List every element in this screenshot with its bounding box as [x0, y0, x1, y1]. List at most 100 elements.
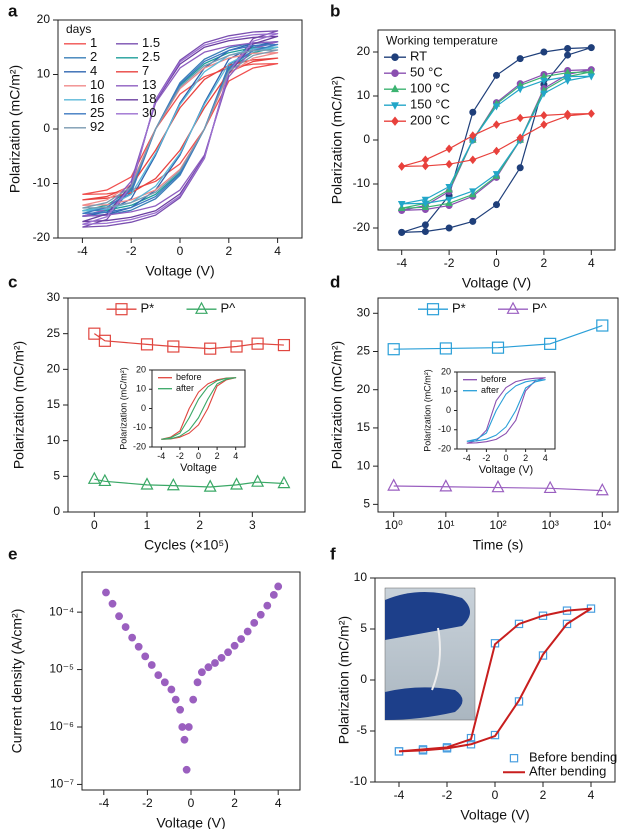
legend-title: Working temperature: [386, 33, 498, 47]
x-axis-label: Voltage (V): [145, 263, 214, 279]
series-line: [82, 41, 279, 217]
data-point: [516, 133, 524, 143]
legend-label: 25: [90, 105, 104, 120]
data-point: [224, 648, 232, 657]
x-tick-label: 4: [274, 244, 281, 258]
data-point: [269, 590, 278, 599]
data-point: [398, 162, 406, 171]
data-point: [516, 164, 524, 172]
data-point: [587, 44, 595, 52]
data-point: [421, 228, 429, 236]
data-point: [387, 478, 401, 491]
legend-marker: [391, 69, 399, 77]
y-tick-label: 0: [53, 504, 60, 518]
y-tick-label: 30: [357, 305, 371, 319]
legend-label: P^: [221, 301, 237, 316]
y-tick-label: -20: [438, 443, 451, 453]
data-point: [469, 188, 477, 196]
data-point: [563, 73, 572, 81]
data-point: [277, 475, 291, 489]
series-line: [393, 485, 603, 492]
data-point: [147, 661, 156, 669]
data-point: [160, 678, 169, 687]
data-point: [439, 479, 453, 492]
x-tick-label: 2: [523, 453, 528, 463]
data-point: [274, 582, 283, 591]
data-point: [540, 48, 548, 56]
panel-label: a: [8, 1, 18, 20]
y-tick-label: 10: [354, 570, 368, 584]
data-point: [466, 733, 476, 743]
legend-label: 100 °C: [410, 81, 450, 96]
legend-label: 16: [90, 91, 104, 106]
y-axis-label: Current density (A/cm²): [9, 609, 25, 754]
y-tick-label: 0: [446, 405, 451, 415]
data-point: [538, 651, 548, 660]
panel-label: e: [8, 544, 17, 563]
y-tick-label: 20: [37, 12, 51, 26]
x-tick-label: -2: [142, 796, 153, 810]
data-point: [115, 612, 123, 621]
data-point: [204, 663, 213, 672]
y-tick-label: -10: [33, 176, 51, 190]
y-tick-label: 20: [441, 366, 451, 376]
y-tick-label: 10: [136, 384, 146, 394]
y-tick-label: 10: [441, 386, 451, 396]
y-tick-label: 10⁻⁶: [49, 719, 74, 733]
x-tick-label: -2: [176, 451, 184, 461]
series-line: [82, 57, 279, 201]
data-point: [564, 51, 572, 59]
y-tick-label: -10: [133, 422, 146, 432]
y-tick-label: -10: [353, 176, 371, 190]
data-point: [193, 678, 202, 687]
data-point: [204, 342, 217, 355]
y-tick-label: 20: [357, 382, 371, 396]
data-point: [176, 705, 184, 714]
x-tick-label: 10¹: [437, 518, 454, 532]
legend-label: P*: [452, 301, 466, 316]
y-tick-label: 30: [47, 290, 61, 304]
chart-panel: e -4 -2 0 2 4 10⁻⁷ 10⁻⁶ 10⁻⁵ 10⁻⁴ Voltage (V) Curre…: [8, 544, 301, 829]
series-line: [82, 46, 279, 212]
y-tick-label: -20: [353, 220, 371, 234]
x-tick-label: 4: [543, 453, 548, 463]
y-tick-label: -10: [438, 424, 451, 434]
legend-marker: [509, 753, 519, 763]
y-tick-label: 25: [47, 326, 61, 340]
y-tick-label: 5: [363, 497, 370, 511]
x-tick-label: 4: [275, 796, 282, 810]
x-tick-label: -4: [157, 451, 165, 461]
data-point: [230, 340, 243, 353]
data-point: [445, 159, 453, 169]
data-point: [516, 86, 524, 94]
y-tick-label: 10: [357, 458, 371, 472]
data-point: [88, 327, 101, 340]
y-tick-label: 20: [357, 44, 371, 58]
data-point: [540, 77, 548, 85]
legend-label: 13: [142, 77, 156, 92]
legend-label: P*: [141, 301, 155, 316]
legend-label: 200 °C: [410, 113, 450, 128]
x-tick-label: 0: [503, 453, 508, 463]
data-point: [387, 343, 400, 356]
series-line: [161, 377, 237, 440]
y-tick-label: 20: [136, 364, 146, 374]
series-line: [82, 49, 279, 209]
x-tick-label: 10³: [541, 518, 558, 532]
data-point: [587, 109, 595, 118]
legend-label: 150 °C: [410, 97, 450, 112]
legend-label: After bending: [529, 764, 606, 779]
legend-marker: [195, 301, 208, 314]
data-point: [469, 108, 477, 116]
data-point: [445, 196, 453, 204]
y-tick-label: -20: [33, 230, 51, 244]
y-tick-label: 10: [37, 67, 51, 81]
x-axis-label: Time (s): [473, 537, 524, 553]
legend-label: 92: [90, 119, 104, 134]
data-point: [492, 171, 501, 179]
